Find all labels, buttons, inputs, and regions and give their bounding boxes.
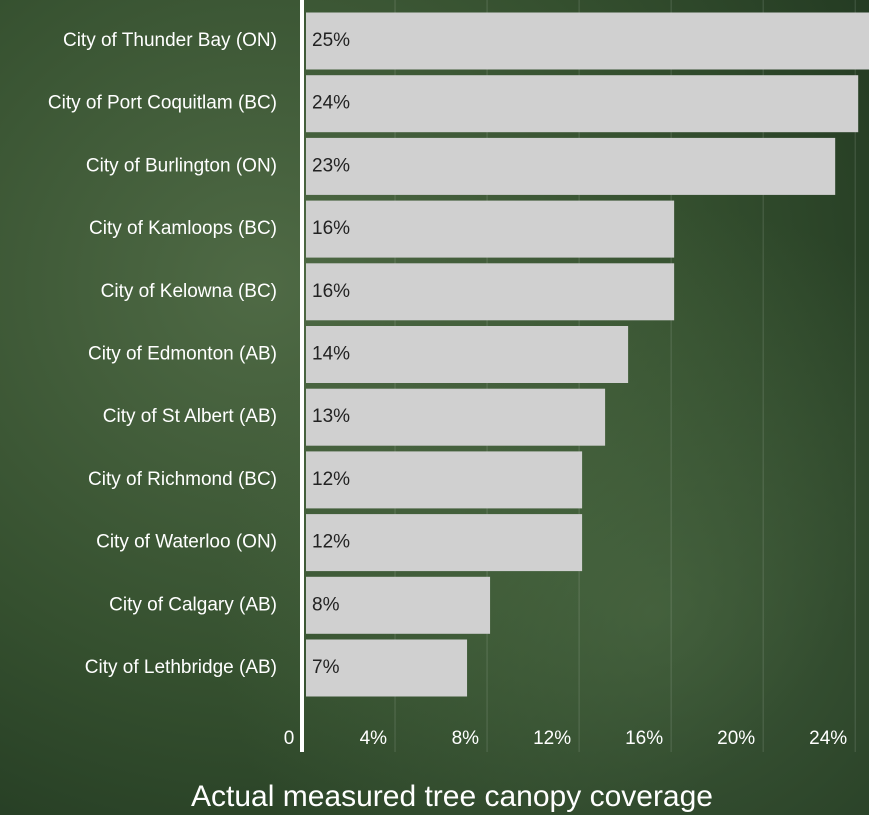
bar	[306, 451, 583, 509]
y-tick-label: City of Kamloops (BC)	[89, 218, 277, 239]
y-tick-label: City of Thunder Bay (ON)	[63, 30, 277, 51]
value-label: 24%	[312, 93, 350, 114]
x-tick-label: 8%	[452, 728, 480, 749]
x-tick-label: 16%	[625, 728, 663, 749]
y-tick-label: City of Edmonton (AB)	[88, 344, 277, 365]
bar	[306, 514, 583, 572]
value-label: 13%	[312, 406, 350, 427]
y-tick-label: City of St Albert (AB)	[103, 406, 277, 427]
bar	[306, 639, 468, 697]
y-tick-label: City of Waterloo (ON)	[96, 532, 277, 553]
chart-title: Actual measured tree canopy coverage	[191, 780, 713, 813]
bar	[306, 326, 629, 383]
value-label: 16%	[312, 218, 350, 239]
bar	[306, 263, 675, 321]
x-tick-label: 24%	[809, 728, 847, 749]
y-tick-label: City of Richmond (BC)	[88, 469, 277, 490]
y-tick-label: City of Calgary (AB)	[109, 594, 277, 615]
value-label: 14%	[312, 344, 350, 365]
bar	[306, 388, 606, 446]
x-tick-label: 0	[284, 728, 295, 749]
value-label: 12%	[312, 469, 350, 490]
bar	[306, 75, 859, 133]
x-tick-label: 12%	[533, 728, 571, 749]
y-tick-label: City of Port Coquitlam (BC)	[48, 93, 277, 114]
y-tick-label: City of Lethbridge (AB)	[85, 657, 277, 678]
value-label: 7%	[312, 657, 340, 678]
y-tick-label: City of Kelowna (BC)	[101, 281, 277, 302]
value-label: 12%	[312, 532, 350, 553]
x-tick-label: 4%	[360, 728, 388, 749]
value-label: 16%	[312, 281, 350, 302]
y-tick-label: City of Burlington (ON)	[86, 155, 277, 176]
value-label: 25%	[312, 30, 350, 51]
bar	[306, 137, 836, 195]
value-label: 23%	[312, 155, 350, 176]
bar	[306, 12, 869, 70]
x-tick-label: 20%	[717, 728, 755, 749]
value-label: 8%	[312, 594, 340, 615]
bar	[306, 200, 675, 258]
bar	[306, 576, 491, 634]
